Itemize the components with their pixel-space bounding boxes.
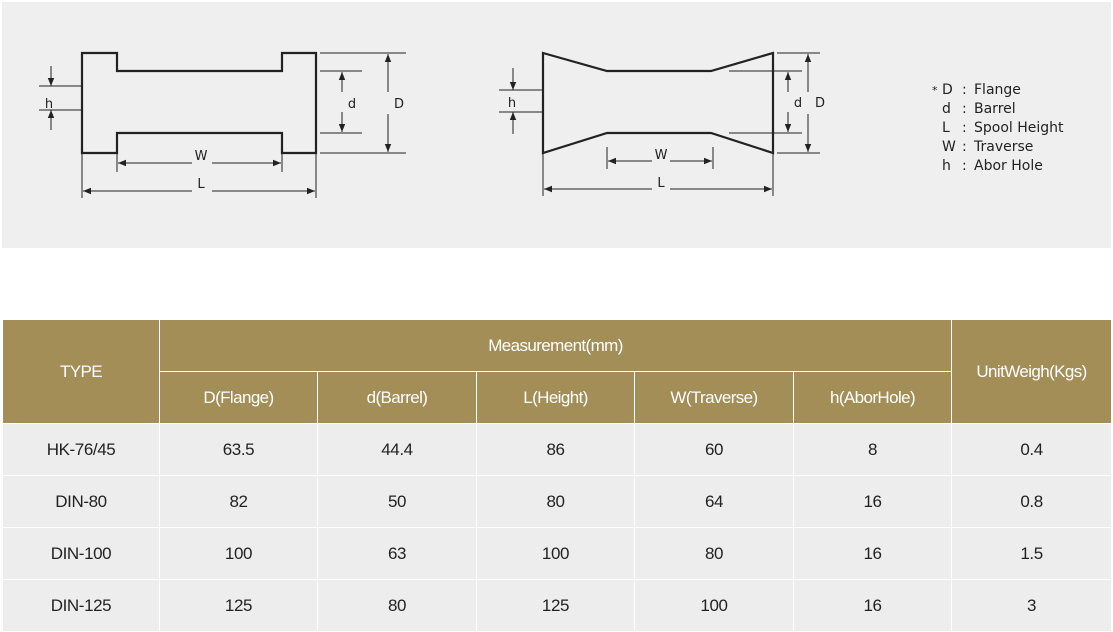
legend-label: Flange: [974, 82, 1021, 98]
barrel-header: d(Barrel): [317, 371, 477, 424]
tapered-D-label: D: [815, 96, 825, 111]
traverse-cell: 100: [634, 579, 794, 632]
barrel-cell: 63: [317, 527, 477, 580]
legend-item: d : Barrel: [932, 100, 1064, 119]
legend-item: W : Traverse: [932, 138, 1064, 157]
legend-label: Barrel: [974, 101, 1016, 117]
traverse-cell: 64: [634, 475, 794, 528]
legend-colon: :: [962, 158, 967, 174]
legend-symbol: d: [942, 101, 951, 117]
table-row: DIN-80 82 50 80 64 16 0.8: [2, 475, 1113, 528]
flat-h-label: h: [45, 97, 53, 112]
traverse-cell: 80: [634, 527, 794, 580]
weight-cell: 1.5: [951, 527, 1113, 580]
legend-colon: :: [962, 101, 967, 117]
legend-symbol: h: [942, 158, 951, 174]
flat-W-label: W: [195, 149, 208, 164]
height-cell: 80: [476, 475, 635, 528]
legend-colon: :: [962, 120, 967, 136]
flat-h-dimension: [39, 66, 82, 130]
legend-item: * D : Flange: [932, 81, 1064, 100]
abor-hole-cell: 16: [792, 527, 953, 580]
table-row: DIN-100 100 63 100 80 16 1.5: [2, 527, 1113, 580]
table-row: DIN-125 125 80 125 100 16 3: [2, 579, 1113, 632]
table-row: HK-76/45 63.5 44.4 86 60 8 0.4: [2, 423, 1113, 476]
type-cell: DIN-100: [2, 527, 160, 580]
traverse-header: W(Traverse): [634, 371, 794, 424]
flat-spool-outline: [80, 51, 318, 155]
tapered-D-dimension: [777, 52, 820, 154]
abor-hole-cell: 16: [792, 579, 953, 632]
height-cell: 100: [476, 527, 635, 580]
weight-cell: 0.4: [951, 423, 1113, 476]
dimension-legend: * D : Flange d : Barrel L : Spool Height…: [932, 81, 1064, 176]
tapered-d-dimension: [729, 70, 802, 134]
flat-W-dimension: [116, 153, 283, 172]
legend-label: Spool Height: [974, 120, 1064, 136]
legend-item: L : Spool Height: [932, 119, 1064, 138]
legend-item: h : Abor Hole: [932, 157, 1064, 176]
flat-L-dimension: [81, 153, 317, 198]
flange-cell: 100: [159, 527, 318, 580]
tapered-W-label: W: [655, 148, 668, 163]
flat-d-dimension: [320, 70, 362, 134]
tapered-h-dimension: [499, 68, 543, 134]
tapered-d-label: d: [794, 96, 802, 111]
legend-symbol: W: [942, 139, 956, 155]
tapered-L-dimension: [542, 153, 774, 196]
legend-marker: *: [932, 84, 938, 97]
tapered-L-label: L: [657, 176, 665, 191]
spool-diagrams: h d D W L: [39, 51, 825, 198]
abor-hole-header: h(AborHole): [792, 371, 953, 424]
spec-table: TYPE Measurement(mm) UnitWeigh(Kgs) D(Fl…: [2, 319, 1113, 632]
height-header: L(Height): [476, 371, 635, 424]
type-cell: HK-76/45: [2, 423, 160, 476]
traverse-cell: 60: [634, 423, 794, 476]
tapered-spool-diagram: [499, 51, 820, 196]
height-cell: 86: [476, 423, 635, 476]
legend-label: Traverse: [974, 139, 1034, 155]
flange-header: D(Flange): [159, 371, 318, 424]
legend-symbol: L: [942, 120, 950, 136]
legend-symbol: D: [942, 82, 953, 98]
barrel-cell: 50: [317, 475, 477, 528]
flat-L-label: L: [197, 177, 205, 192]
flange-cell: 63.5: [159, 423, 318, 476]
tapered-spool-outline: [541, 51, 775, 155]
type-cell: DIN-125: [2, 579, 160, 632]
barrel-cell: 80: [317, 579, 477, 632]
type-cell: DIN-80: [2, 475, 160, 528]
flat-D-label: D: [394, 97, 404, 112]
flange-cell: 125: [159, 579, 318, 632]
legend-label: Abor Hole: [974, 158, 1043, 174]
abor-hole-cell: 8: [792, 423, 953, 476]
unit-weight-header: UnitWeigh(Kgs): [951, 319, 1113, 424]
abor-hole-cell: 16: [792, 475, 953, 528]
tapered-W-dimension: [606, 147, 714, 169]
legend-colon: :: [962, 82, 967, 98]
flat-d-label: d: [348, 97, 356, 112]
barrel-cell: 44.4: [317, 423, 477, 476]
flat-D-dimension: [320, 52, 406, 154]
legend-colon: :: [962, 139, 967, 155]
weight-cell: 0.8: [951, 475, 1113, 528]
measurement-header: Measurement(mm): [158, 319, 953, 372]
flat-spool-diagram: [39, 51, 406, 198]
type-header: TYPE: [2, 319, 160, 424]
flange-cell: 82: [159, 475, 318, 528]
height-cell: 125: [476, 579, 635, 632]
tapered-h-label: h: [508, 96, 516, 111]
weight-cell: 3: [951, 579, 1113, 632]
diagram-panel: h d D W L: [2, 2, 1111, 248]
